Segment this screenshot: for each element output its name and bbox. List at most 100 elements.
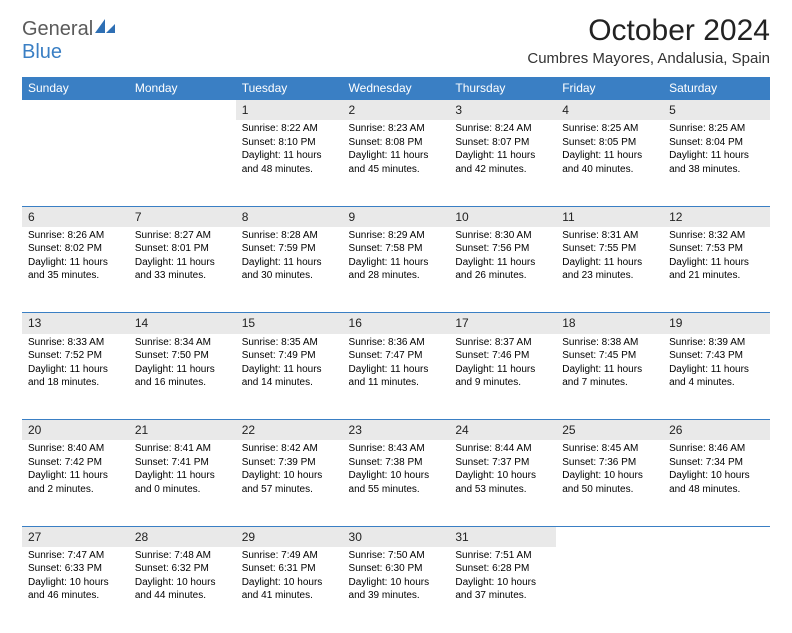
calendar-cell: Sunrise: 7:50 AMSunset: 6:30 PMDaylight:… [343, 547, 450, 633]
cell-line: Sunset: 6:33 PM [28, 562, 123, 576]
calendar-cell: Sunrise: 8:44 AMSunset: 7:37 PMDaylight:… [449, 440, 556, 526]
cell-line: Daylight: 11 hours and 7 minutes. [562, 363, 657, 390]
cell-line: Daylight: 10 hours and 57 minutes. [242, 469, 337, 496]
cell-content: Sunrise: 8:44 AMSunset: 7:37 PMDaylight:… [449, 440, 556, 502]
cell-line: Daylight: 11 hours and 28 minutes. [349, 256, 444, 283]
cell-content: Sunrise: 8:23 AMSunset: 8:08 PMDaylight:… [343, 120, 450, 182]
cell-line: Daylight: 11 hours and 42 minutes. [455, 149, 550, 176]
cell-line: Sunrise: 8:43 AM [349, 442, 444, 456]
calendar-daynum-row: 2728293031 [22, 526, 770, 547]
cell-content: Sunrise: 8:40 AMSunset: 7:42 PMDaylight:… [22, 440, 129, 502]
cell-line: Sunrise: 8:34 AM [135, 336, 230, 350]
day-number: 1 [236, 100, 343, 120]
calendar-daynum-cell: 4 [556, 100, 663, 121]
calendar-daynum-cell: 30 [343, 526, 450, 547]
calendar-cell: Sunrise: 8:35 AMSunset: 7:49 PMDaylight:… [236, 334, 343, 420]
calendar-daynum-cell: 27 [22, 526, 129, 547]
cell-line: Daylight: 10 hours and 44 minutes. [135, 576, 230, 603]
logo: General Blue [22, 18, 117, 64]
cell-line: Sunset: 7:59 PM [242, 242, 337, 256]
calendar-cell: Sunrise: 8:37 AMSunset: 7:46 PMDaylight:… [449, 334, 556, 420]
logo-part1: General [22, 18, 93, 40]
cell-line: Sunrise: 8:36 AM [349, 336, 444, 350]
cell-line: Sunrise: 7:47 AM [28, 549, 123, 563]
cell-line: Sunset: 7:49 PM [242, 349, 337, 363]
calendar-daynum-cell: 14 [129, 313, 236, 334]
calendar-cell: Sunrise: 8:42 AMSunset: 7:39 PMDaylight:… [236, 440, 343, 526]
cell-content: Sunrise: 7:51 AMSunset: 6:28 PMDaylight:… [449, 547, 556, 609]
cell-line: Sunrise: 8:25 AM [669, 122, 764, 136]
cell-line: Sunrise: 8:22 AM [242, 122, 337, 136]
cell-line: Sunrise: 8:44 AM [455, 442, 550, 456]
calendar-daynum-cell: 6 [22, 206, 129, 227]
day-number: 22 [236, 420, 343, 440]
cell-line: Daylight: 11 hours and 2 minutes. [28, 469, 123, 496]
calendar-cell: Sunrise: 8:30 AMSunset: 7:56 PMDaylight:… [449, 227, 556, 313]
day-number: 27 [22, 527, 129, 547]
calendar-cell: Sunrise: 8:32 AMSunset: 7:53 PMDaylight:… [663, 227, 770, 313]
cell-content: Sunrise: 8:39 AMSunset: 7:43 PMDaylight:… [663, 334, 770, 396]
cell-line: Sunrise: 8:28 AM [242, 229, 337, 243]
cell-line: Sunset: 8:01 PM [135, 242, 230, 256]
day-number: 2 [343, 100, 450, 120]
cell-line: Sunrise: 8:31 AM [562, 229, 657, 243]
day-number: 21 [129, 420, 236, 440]
calendar-daynum-cell: 22 [236, 420, 343, 441]
cell-content: Sunrise: 7:48 AMSunset: 6:32 PMDaylight:… [129, 547, 236, 609]
cell-line: Daylight: 11 hours and 9 minutes. [455, 363, 550, 390]
cell-line: Daylight: 11 hours and 0 minutes. [135, 469, 230, 496]
calendar-content-row: Sunrise: 8:40 AMSunset: 7:42 PMDaylight:… [22, 440, 770, 526]
calendar-daynum-cell: 3 [449, 100, 556, 121]
calendar-table: SundayMondayTuesdayWednesdayThursdayFrid… [22, 77, 770, 633]
cell-line: Sunrise: 7:51 AM [455, 549, 550, 563]
day-number [556, 527, 663, 531]
cell-line: Daylight: 10 hours and 53 minutes. [455, 469, 550, 496]
calendar-daynum-row: 6789101112 [22, 206, 770, 227]
calendar-daynum-cell: 5 [663, 100, 770, 121]
cell-content: Sunrise: 8:26 AMSunset: 8:02 PMDaylight:… [22, 227, 129, 289]
calendar-daynum-row: 13141516171819 [22, 313, 770, 334]
cell-line: Daylight: 10 hours and 41 minutes. [242, 576, 337, 603]
day-number: 25 [556, 420, 663, 440]
day-header: Friday [556, 77, 663, 100]
month-title: October 2024 [527, 14, 770, 48]
calendar-cell: Sunrise: 8:46 AMSunset: 7:34 PMDaylight:… [663, 440, 770, 526]
calendar-cell: Sunrise: 8:34 AMSunset: 7:50 PMDaylight:… [129, 334, 236, 420]
cell-line: Sunset: 7:34 PM [669, 456, 764, 470]
calendar-cell: Sunrise: 8:27 AMSunset: 8:01 PMDaylight:… [129, 227, 236, 313]
day-number [663, 527, 770, 531]
cell-line: Sunset: 8:10 PM [242, 136, 337, 150]
day-number: 13 [22, 313, 129, 333]
cell-content: Sunrise: 8:43 AMSunset: 7:38 PMDaylight:… [343, 440, 450, 502]
cell-line: Sunset: 7:50 PM [135, 349, 230, 363]
cell-line: Daylight: 11 hours and 33 minutes. [135, 256, 230, 283]
cell-line: Sunset: 7:43 PM [669, 349, 764, 363]
calendar-daynum-cell [22, 100, 129, 121]
calendar-daynum-cell: 20 [22, 420, 129, 441]
cell-content: Sunrise: 8:22 AMSunset: 8:10 PMDaylight:… [236, 120, 343, 182]
day-header: Thursday [449, 77, 556, 100]
day-number: 31 [449, 527, 556, 547]
calendar-daynum-cell: 18 [556, 313, 663, 334]
day-number: 10 [449, 207, 556, 227]
day-header: Monday [129, 77, 236, 100]
calendar-cell: Sunrise: 7:48 AMSunset: 6:32 PMDaylight:… [129, 547, 236, 633]
cell-line: Daylight: 11 hours and 11 minutes. [349, 363, 444, 390]
cell-line: Sunset: 6:32 PM [135, 562, 230, 576]
cell-line: Sunrise: 7:48 AM [135, 549, 230, 563]
cell-line: Sunrise: 8:24 AM [455, 122, 550, 136]
calendar-content-row: Sunrise: 8:33 AMSunset: 7:52 PMDaylight:… [22, 334, 770, 420]
cell-content: Sunrise: 8:33 AMSunset: 7:52 PMDaylight:… [22, 334, 129, 396]
cell-content: Sunrise: 8:25 AMSunset: 8:04 PMDaylight:… [663, 120, 770, 182]
cell-line: Sunset: 8:08 PM [349, 136, 444, 150]
cell-line: Sunset: 8:04 PM [669, 136, 764, 150]
calendar-daynum-cell: 26 [663, 420, 770, 441]
calendar-daynum-cell [129, 100, 236, 121]
location: Cumbres Mayores, Andalusia, Spain [527, 50, 770, 67]
cell-line: Daylight: 10 hours and 50 minutes. [562, 469, 657, 496]
cell-line: Sunrise: 8:33 AM [28, 336, 123, 350]
calendar-daynum-row: 12345 [22, 100, 770, 121]
cell-line: Daylight: 11 hours and 35 minutes. [28, 256, 123, 283]
calendar-content-row: Sunrise: 8:26 AMSunset: 8:02 PMDaylight:… [22, 227, 770, 313]
cell-line: Daylight: 11 hours and 16 minutes. [135, 363, 230, 390]
